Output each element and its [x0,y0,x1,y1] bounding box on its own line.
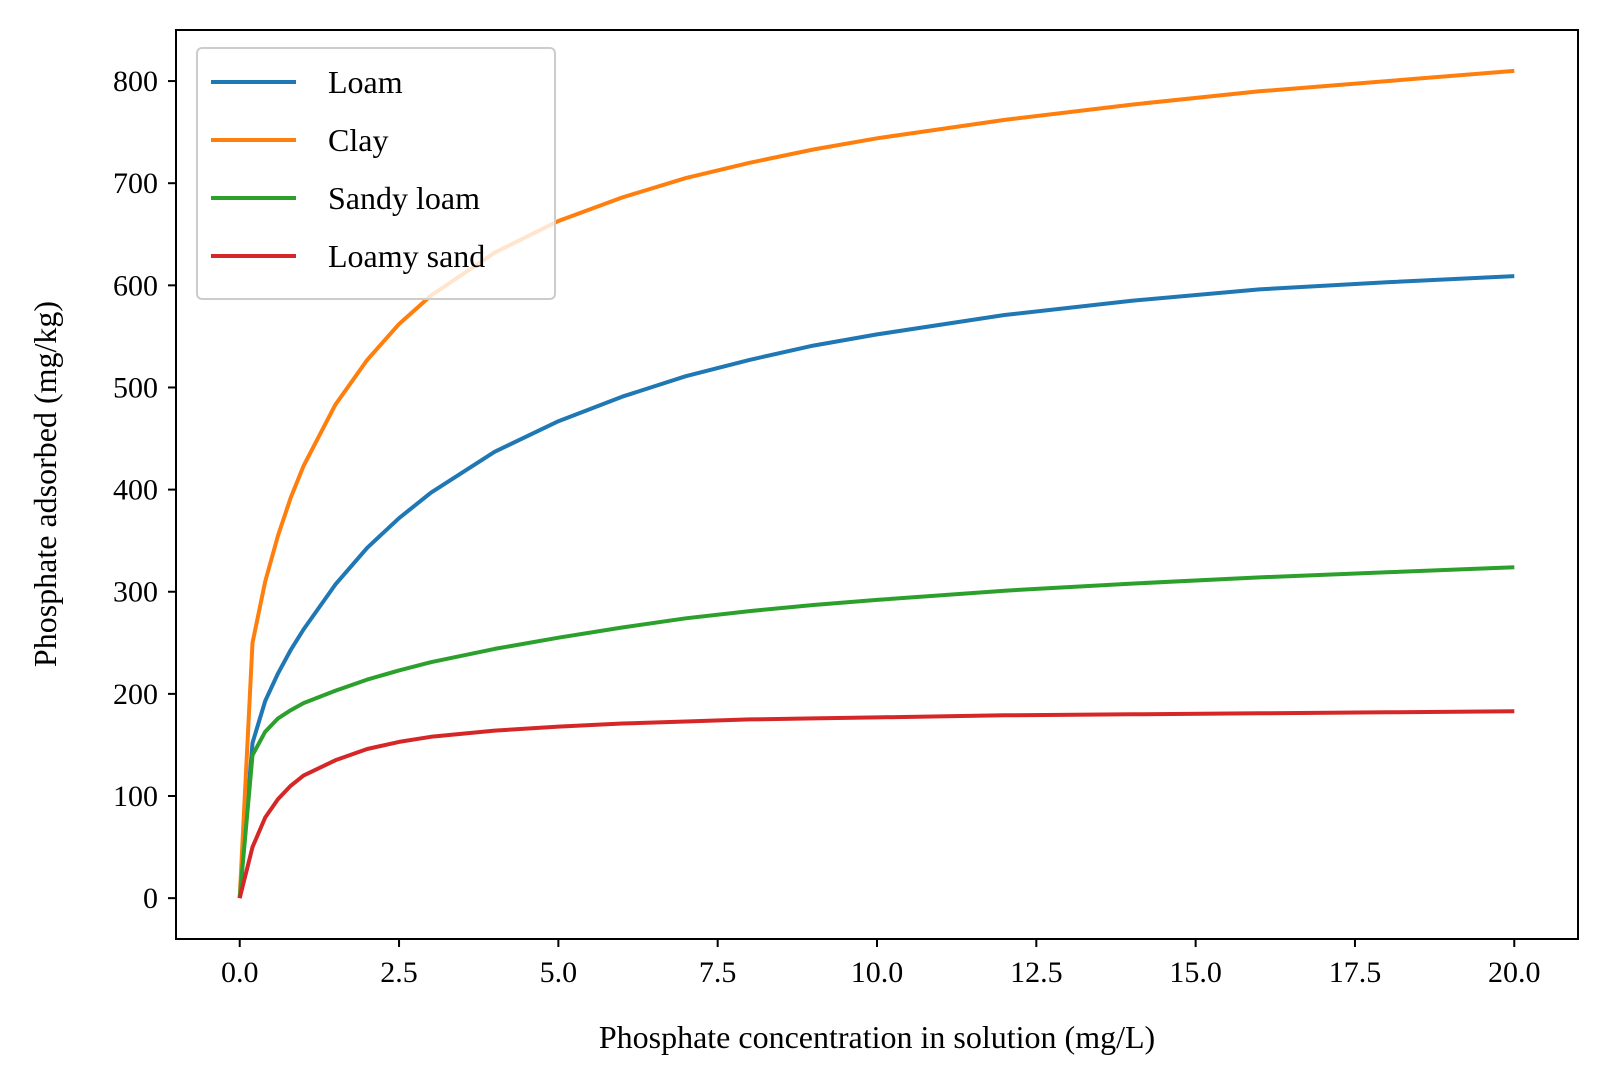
x-tick-label: 0.0 [221,956,259,989]
legend-frame [196,47,556,300]
series-line-loam [237,274,1515,899]
legend: Loam Clay Sandy loam Loamy sand [196,47,556,300]
series-line-loamy-sand [237,709,1515,899]
y-tick-label: 500 [113,371,158,404]
x-tick-label: 15.0 [1169,956,1222,989]
y-tick-label: 400 [113,474,158,507]
x-tick-label: 12.5 [1010,956,1063,989]
series-line-sandy-loam [237,565,1515,899]
y-axis: 0 100 200 300 400 500 600 700 800 [113,65,176,915]
x-tick-label: 17.5 [1329,956,1382,989]
y-tick-label: 0 [143,882,158,915]
y-tick-label: 800 [113,65,158,98]
y-tick-label: 100 [113,780,158,813]
x-axis: 0.0 2.5 5.0 7.5 10.0 12.5 15.0 17.5 20.0 [221,939,1541,989]
x-tick-label: 20.0 [1488,956,1541,989]
x-tick-label: 2.5 [380,956,418,989]
x-axis-title: Phosphate concentration in solution (mg/… [599,1019,1155,1055]
legend-label-loamy-sand: Loamy sand [328,238,485,274]
y-axis-title: Phosphate adsorbed (mg/kg) [27,301,63,667]
x-tick-label: 5.0 [540,956,578,989]
legend-label-sandy-loam: Sandy loam [328,180,480,216]
legend-label-clay: Clay [328,122,388,158]
legend-label-loam: Loam [328,64,403,100]
x-tick-label: 10.0 [851,956,904,989]
x-tick-label: 7.5 [699,956,737,989]
y-tick-label: 600 [113,269,158,302]
y-tick-label: 200 [113,678,158,711]
y-tick-label: 300 [113,576,158,609]
y-tick-label: 700 [113,167,158,200]
